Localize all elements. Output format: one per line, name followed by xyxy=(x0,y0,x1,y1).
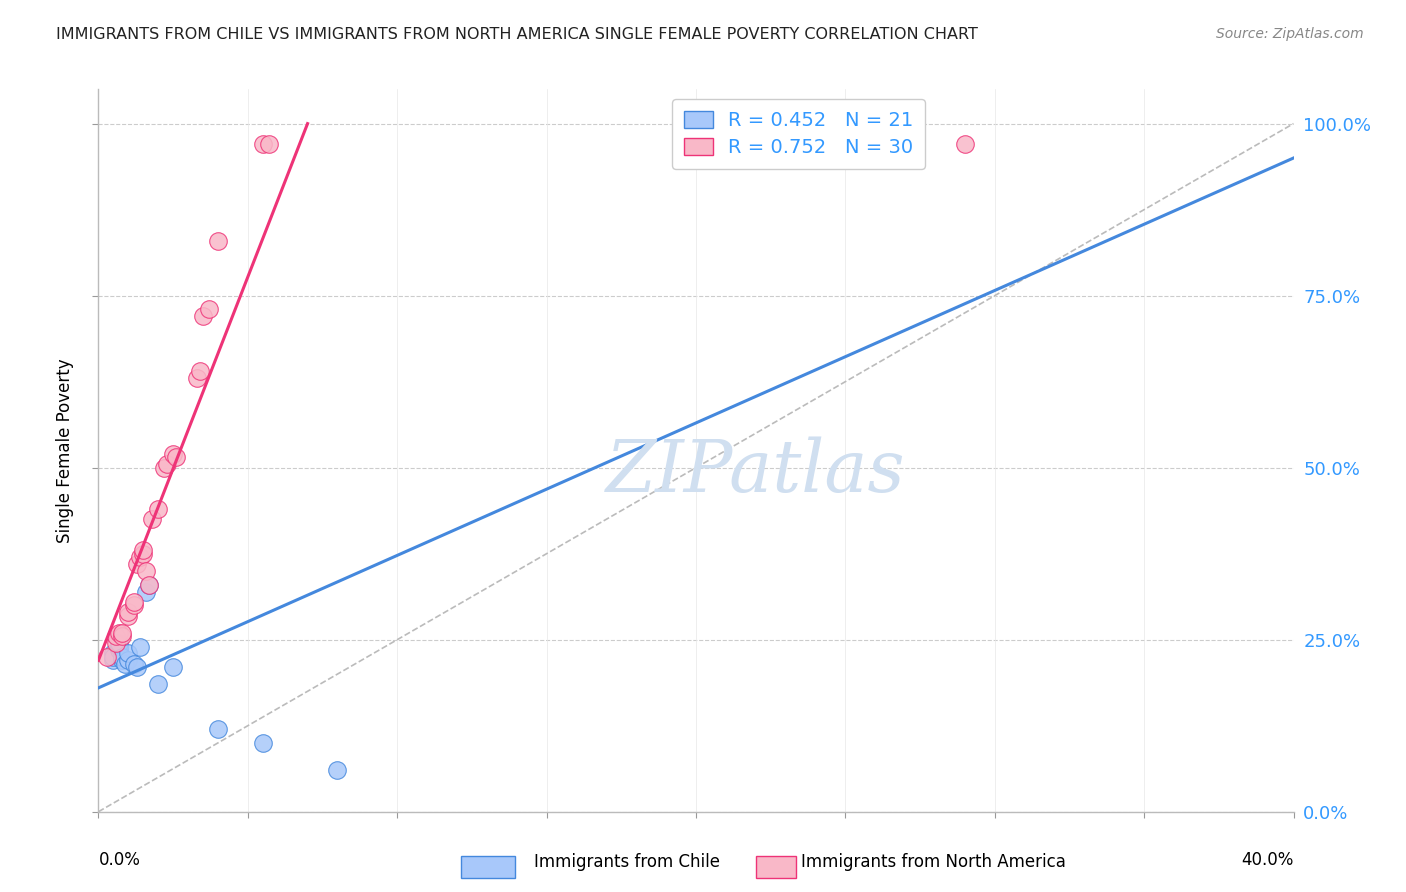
Point xyxy=(326,764,349,778)
Text: ZIPatlas: ZIPatlas xyxy=(606,437,905,508)
Point xyxy=(117,647,139,661)
Text: 40.0%: 40.0% xyxy=(1241,852,1294,870)
Point xyxy=(105,636,128,650)
Point xyxy=(252,736,274,750)
Point xyxy=(111,629,134,643)
Point xyxy=(124,595,146,609)
Text: Immigrants from North America: Immigrants from North America xyxy=(801,853,1066,871)
Text: 0.0%: 0.0% xyxy=(98,852,141,870)
Point xyxy=(165,450,187,465)
Point xyxy=(124,599,146,613)
Point xyxy=(953,137,976,152)
Point xyxy=(138,577,160,591)
Point xyxy=(117,608,139,623)
Point xyxy=(148,677,170,691)
Point xyxy=(207,234,229,248)
Text: Immigrants from Chile: Immigrants from Chile xyxy=(534,853,720,871)
Point xyxy=(96,649,118,664)
Point xyxy=(148,502,170,516)
Point xyxy=(162,660,184,674)
Point xyxy=(108,643,131,657)
Point xyxy=(138,577,160,591)
Point xyxy=(108,625,131,640)
Text: IMMIGRANTS FROM CHILE VS IMMIGRANTS FROM NORTH AMERICA SINGLE FEMALE POVERTY COR: IMMIGRANTS FROM CHILE VS IMMIGRANTS FROM… xyxy=(56,27,979,42)
Point xyxy=(198,302,221,317)
Point xyxy=(105,629,128,643)
Point xyxy=(132,543,155,558)
Point xyxy=(111,625,134,640)
Point xyxy=(135,564,157,578)
Y-axis label: Single Female Poverty: Single Female Poverty xyxy=(56,359,75,542)
Point xyxy=(129,640,152,654)
Point xyxy=(191,310,214,324)
Point xyxy=(103,653,125,667)
Point xyxy=(108,636,131,650)
Point xyxy=(127,660,149,674)
Point xyxy=(127,557,149,571)
Point xyxy=(186,371,208,385)
Point xyxy=(257,137,280,152)
Point xyxy=(108,640,131,654)
Point xyxy=(111,649,134,664)
Text: Source: ZipAtlas.com: Source: ZipAtlas.com xyxy=(1216,27,1364,41)
Legend: R = 0.452   N = 21, R = 0.752   N = 30: R = 0.452 N = 21, R = 0.752 N = 30 xyxy=(672,99,925,169)
Point xyxy=(135,584,157,599)
Point xyxy=(129,550,152,565)
Point xyxy=(117,653,139,667)
Point xyxy=(124,657,146,671)
Point xyxy=(188,364,211,378)
Point xyxy=(132,547,155,561)
Point xyxy=(207,722,229,736)
Point xyxy=(252,137,274,152)
Point xyxy=(141,512,163,526)
Point xyxy=(111,653,134,667)
Point xyxy=(162,447,184,461)
Point xyxy=(153,460,176,475)
Point xyxy=(156,457,179,471)
Point xyxy=(114,657,136,671)
Point xyxy=(103,649,125,664)
Point xyxy=(103,647,125,661)
Point xyxy=(117,605,139,619)
